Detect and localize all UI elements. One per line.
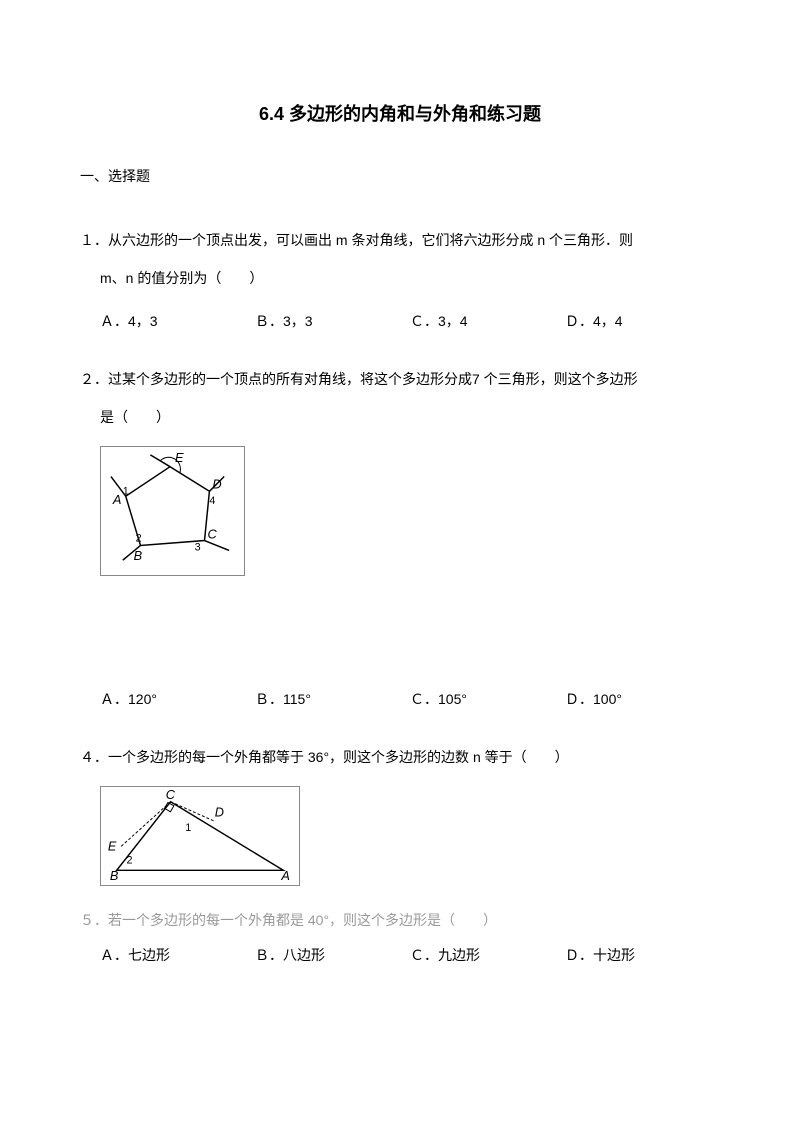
angle-4: 4 xyxy=(209,495,215,507)
q3-option-d: Ｄ．100° xyxy=(565,685,720,713)
q5-option-b: Ｂ．八边形 xyxy=(255,945,410,965)
label-D: D xyxy=(212,476,221,491)
angle-2: 2 xyxy=(136,533,142,545)
q5-option-c: Ｃ．九边形 xyxy=(410,945,565,965)
q4-diagram-container: C D E B A 1 2 xyxy=(80,786,720,895)
label-A2: A xyxy=(280,868,290,883)
label-D2: D xyxy=(215,804,224,819)
q5-option-a: Ａ．七边形 xyxy=(100,945,255,965)
q1-option-a: Ａ．4，3 xyxy=(100,307,255,335)
question-4: ４．一个多边形的每一个外角都等于 36°，则这个多边形的边数 n 等于（ ） C… xyxy=(80,743,720,895)
section-header: 一、选择题 xyxy=(80,166,720,186)
q1-option-b: Ｂ．3，3 xyxy=(255,307,410,335)
label-A: A xyxy=(112,492,122,507)
angle-1: 1 xyxy=(123,485,129,497)
q1-text-line2: m、n 的值分别为（ ） xyxy=(80,264,720,292)
label-E: E xyxy=(175,450,184,465)
page-title: 6.4 多边形的内角和与外角和练习题 xyxy=(80,100,720,126)
label-B2: B xyxy=(110,868,119,883)
q3-option-a: Ａ．120° xyxy=(100,685,255,713)
angle-3: 3 xyxy=(195,541,201,553)
label-B: B xyxy=(134,548,143,563)
question-3: Ａ．120° Ｂ．115° Ｃ．105° Ｄ．100° xyxy=(80,685,720,713)
label-C2: C xyxy=(166,787,176,802)
triangle-diagram: C D E B A 1 2 xyxy=(100,786,300,886)
q5-options: Ａ．七边形 Ｂ．八边形 Ｃ．九边形 Ｄ．十边形 xyxy=(80,945,720,965)
q5-option-d: Ｄ．十边形 xyxy=(565,945,720,965)
q2-text-line2: 是（ ） xyxy=(80,403,720,431)
q1-options: Ａ．4，3 Ｂ．3，3 Ｃ．3，4 Ｄ．4，4 xyxy=(80,307,720,335)
question-1: １．从六边形的一个顶点出发，可以画出 m 条对角线，它们将六边形分成 n 个三角… xyxy=(80,226,720,335)
angle-1b: 1 xyxy=(185,822,191,834)
angle-2b: 2 xyxy=(127,854,133,866)
q5-text: ５．若一个多边形的每一个外角都是 40°，则这个多边形是（ ） xyxy=(80,910,720,930)
label-C: C xyxy=(207,527,217,542)
q1-option-c: Ｃ．3，4 xyxy=(410,307,565,335)
q3-option-c: Ｃ．105° xyxy=(410,685,565,713)
q3-option-b: Ｂ．115° xyxy=(255,685,410,713)
q2-diagram-container: E D C B A 1 2 3 4 xyxy=(80,446,720,585)
label-E2: E xyxy=(108,839,117,854)
q1-text-line1: １．从六边形的一个顶点出发，可以画出 m 条对角线，它们将六边形分成 n 个三角… xyxy=(80,226,720,254)
q2-text-line1: ２．过某个多边形的一个顶点的所有对角线，将这个多边形分成7 个三角形，则这个多边… xyxy=(80,365,720,393)
q1-option-d: Ｄ．4，4 xyxy=(565,307,720,335)
question-2: ２．过某个多边形的一个顶点的所有对角线，将这个多边形分成7 个三角形，则这个多边… xyxy=(80,365,720,585)
q4-text: ４．一个多边形的每一个外角都等于 36°，则这个多边形的边数 n 等于（ ） xyxy=(80,743,720,771)
pentagon-diagram: E D C B A 1 2 3 4 xyxy=(100,446,245,576)
q3-options: Ａ．120° Ｂ．115° Ｃ．105° Ｄ．100° xyxy=(80,685,720,713)
